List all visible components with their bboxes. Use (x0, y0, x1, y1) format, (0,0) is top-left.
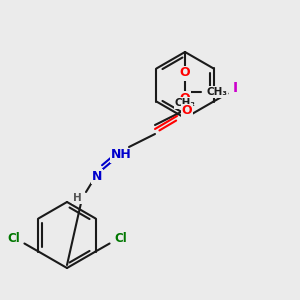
Text: NH: NH (111, 148, 131, 161)
Text: CH₂: CH₂ (175, 98, 195, 108)
Text: O: O (180, 92, 190, 104)
Text: CH₃: CH₃ (206, 87, 227, 97)
Text: N: N (92, 169, 102, 182)
Text: Cl: Cl (7, 232, 20, 245)
Text: I: I (233, 82, 238, 95)
Text: O: O (180, 67, 190, 80)
Text: Cl: Cl (114, 232, 127, 245)
Text: O: O (182, 104, 192, 118)
Text: H: H (73, 193, 81, 203)
